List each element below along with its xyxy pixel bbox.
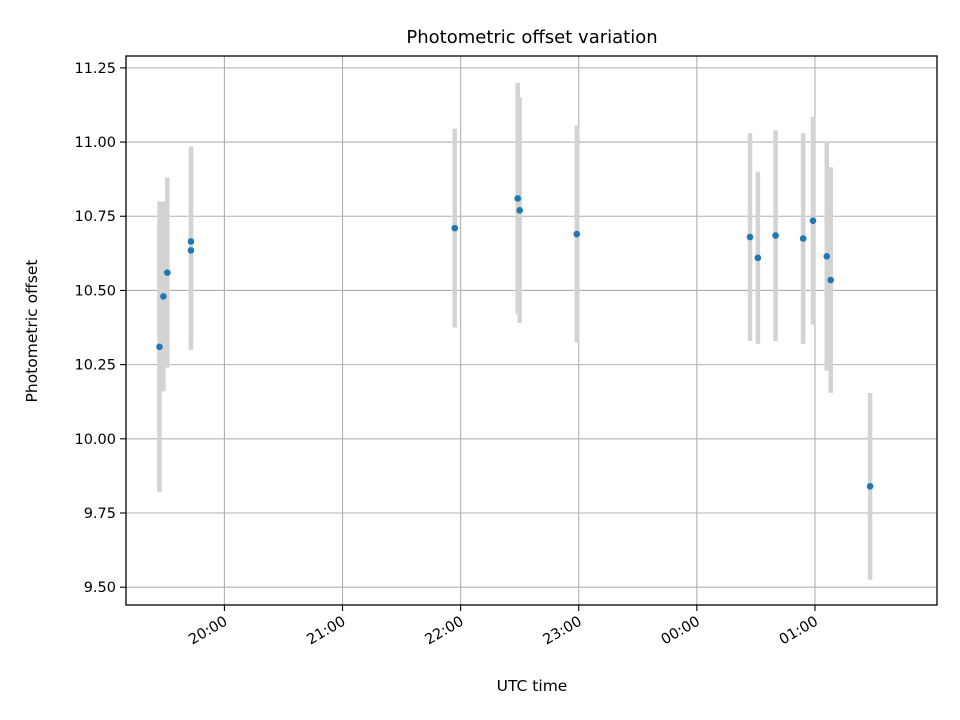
data-point [746,233,754,241]
data-point [823,253,831,260]
y-tick-label: 10.00 [74,432,116,448]
data-point [866,482,874,490]
data-point [164,269,171,276]
y-tick-label: 10.75 [74,209,116,225]
data-point [754,254,762,262]
y-tick-label: 10.50 [74,283,116,299]
y-tick-label: 11.25 [74,61,116,77]
data-point [772,232,779,239]
data-point [573,230,581,238]
y-tick-label: 9.50 [84,580,116,596]
data-point [809,217,817,224]
plot-frame [125,55,938,606]
y-axis-title: Photometric offset [23,260,41,403]
y-tick-label: 10.25 [74,358,116,374]
y-tick-label: 11.00 [74,135,116,151]
data-point [799,235,807,242]
y-tick-label: 9.75 [84,506,116,522]
data-point [827,276,835,284]
data-point [451,224,459,232]
y-axis: 9.50 9.75 10.00 10.25 10.50 10.75 11.00 11.25 [74,61,126,596]
data-point [156,343,163,351]
chart-title: Photometric offset variation [406,27,657,48]
data-point [516,207,523,214]
x-axis-title: UTC time [497,677,568,695]
data-point [514,195,522,202]
data-points [156,195,874,490]
data-point [187,238,195,245]
data-point [187,247,195,254]
data-point [160,293,167,300]
